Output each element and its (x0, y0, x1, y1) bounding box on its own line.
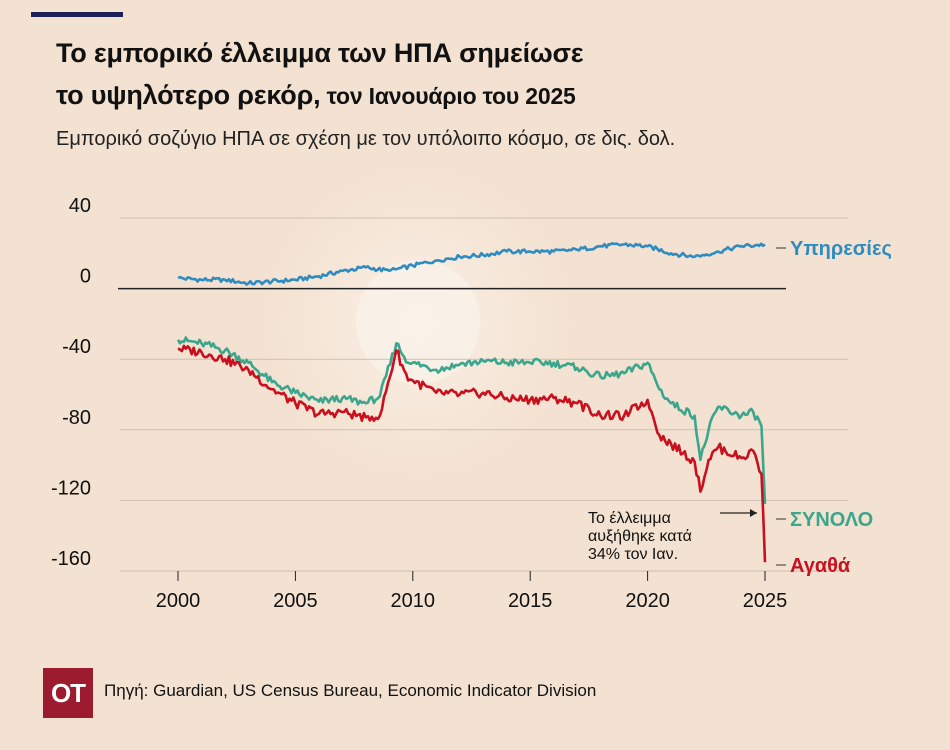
x-tick-label: 2005 (273, 590, 318, 612)
series-labels: Υπηρεσίες ΣΥΝΟΛΟ Αγαθά (776, 238, 892, 577)
accent-rule (31, 12, 123, 17)
title-tail: τον Ιανουάριο του 2025 (320, 83, 576, 109)
series-label: Αγαθά (790, 555, 851, 577)
y-tick-label: 0 (80, 266, 91, 288)
y-tick-label: -160 (51, 548, 91, 570)
chart-subtitle: Εμπορικό σοζύγιο ΗΠΑ σε σχέση με τον υπό… (56, 128, 676, 150)
chart-title-line2: το υψηλότερο ρεκόρ, τον Ιανουάριο του 20… (56, 80, 576, 111)
chart-title-line1: Το εμπορικό έλλειμμα των ΗΠΑ σημείωσε (56, 38, 584, 68)
series-line-1 (176, 336, 767, 504)
y-tick-label: 40 (69, 195, 91, 217)
series-label: Υπηρεσίες (790, 238, 892, 260)
annotation-arrowhead (750, 509, 757, 517)
source-note: Πηγή: Guardian, US Census Bureau, Econom… (104, 681, 597, 700)
ot-logo: OT (43, 668, 93, 718)
annotation-text: αυξήθηκε κατά (588, 528, 692, 545)
y-tick-label: -40 (62, 336, 91, 358)
y-tick-label: -120 (51, 477, 91, 499)
x-tick-label: 2015 (508, 590, 553, 612)
x-tick-label: 2010 (391, 590, 436, 612)
x-axis-ticks: 2000 2005 2010 2015 2020 2025 (156, 571, 788, 612)
x-tick-label: 2020 (625, 590, 670, 612)
grid-lines (120, 217, 848, 572)
series-line-2 (177, 344, 767, 563)
annotation-text: 34% τον Ιαν. (588, 546, 678, 563)
series-lines (176, 242, 767, 563)
x-tick-label: 2025 (743, 590, 788, 612)
series-line-0 (177, 242, 766, 286)
watermark (233, 137, 603, 507)
series-label: ΣΥΝΟΛΟ (790, 509, 873, 531)
y-tick-label: -80 (62, 407, 91, 429)
x-tick-label: 2000 (156, 590, 201, 612)
annotation-text: Το έλλειμμα (588, 510, 671, 527)
title-main: το υψηλότερο ρεκόρ, (56, 80, 321, 110)
y-axis-ticks: 40 0 -40 -80 -120 -160 (51, 195, 91, 570)
